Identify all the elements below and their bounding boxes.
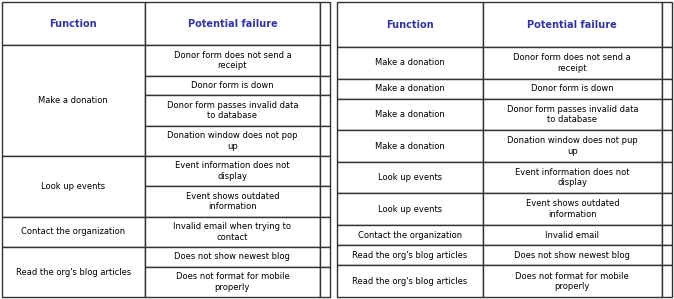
Bar [145,76,320,95]
Bar [145,267,320,297]
Bar [320,126,330,156]
Bar [320,217,330,247]
Bar [320,76,330,95]
Bar [662,130,672,162]
Text: Donor form passes invalid data
to database: Donor form passes invalid data to databa… [166,101,298,120]
Text: Invalid email when trying to
contact: Invalid email when trying to contact [173,222,291,242]
Text: Look up events: Look up events [41,182,105,191]
Bar [320,156,330,186]
Text: Does not show newest blog: Does not show newest blog [175,252,290,261]
Bar [483,225,662,245]
Bar [483,266,662,297]
Text: Invalid email: Invalid email [545,231,599,239]
Bar [483,193,662,225]
Bar [145,126,320,156]
Text: Make a donation: Make a donation [375,110,445,119]
Bar [483,245,662,266]
Bar [662,47,672,79]
Bar [483,162,662,193]
Bar [145,186,320,217]
Text: Contact the organization: Contact the organization [358,231,462,239]
Bar [2,45,145,156]
Text: Event information does not
display: Event information does not display [515,168,630,187]
Bar [662,225,672,245]
Bar [337,266,483,297]
Text: Read the org's blog articles: Read the org's blog articles [353,277,468,286]
Bar [483,2,662,47]
Bar [320,186,330,217]
Text: Contact the organization: Contact the organization [22,228,125,237]
Text: Event shows outdated
information: Event shows outdated information [185,192,279,211]
Bar [337,47,483,79]
Text: Function: Function [386,19,433,30]
Text: Read the org's blog articles: Read the org's blog articles [353,251,468,260]
Bar [145,2,320,45]
Text: Function: Function [49,19,97,29]
Bar [662,2,672,47]
Bar [662,99,672,130]
Text: Make a donation: Make a donation [38,96,109,105]
Text: Look up events: Look up events [378,173,442,182]
Bar [337,2,483,47]
Bar [2,2,145,45]
Text: Donor form is down: Donor form is down [191,81,274,90]
Text: Look up events: Look up events [378,205,442,214]
Text: Make a donation: Make a donation [375,142,445,151]
Bar [320,247,330,267]
Bar [337,245,483,266]
Text: Donor form does not send a
receipt: Donor form does not send a receipt [514,53,632,72]
Bar [662,193,672,225]
Text: Does not show newest blog: Does not show newest blog [514,251,630,260]
Bar [2,217,145,247]
Text: Donor form does not send a
receipt: Donor form does not send a receipt [173,51,291,70]
Bar [662,79,672,99]
Bar [483,99,662,130]
Bar [662,245,672,266]
Text: Donor form passes invalid data
to database: Donor form passes invalid data to databa… [507,105,638,124]
Text: Donor form is down: Donor form is down [531,84,613,93]
Bar [337,99,483,130]
Text: Potential failure: Potential failure [187,19,277,29]
Text: Make a donation: Make a donation [375,84,445,93]
Text: Event shows outdated
information: Event shows outdated information [526,199,619,219]
Bar [337,225,483,245]
Bar [483,130,662,162]
Text: Event information does not
display: Event information does not display [175,161,290,181]
Text: Does not format for mobile
properly: Does not format for mobile properly [175,272,289,292]
Bar [320,45,330,76]
Bar [337,193,483,225]
Bar [483,47,662,79]
Text: Potential failure: Potential failure [528,19,617,30]
Bar [320,267,330,297]
Bar [145,95,320,126]
Bar [320,2,330,45]
Bar [337,130,483,162]
Bar [483,79,662,99]
Bar [337,79,483,99]
Bar [145,217,320,247]
Text: Donation window does not pup
up: Donation window does not pup up [507,136,638,156]
Bar [337,162,483,193]
Bar [662,266,672,297]
Text: Read the org's blog articles: Read the org's blog articles [16,268,131,277]
Bar [145,247,320,267]
Bar [662,162,672,193]
Bar [2,156,145,217]
Bar [320,95,330,126]
Bar [2,247,145,297]
Text: Make a donation: Make a donation [375,58,445,67]
Bar [145,156,320,186]
Text: Does not format for mobile
properly: Does not format for mobile properly [516,271,630,291]
Bar [145,45,320,76]
Text: Donation window does not pop
up: Donation window does not pop up [167,131,298,150]
